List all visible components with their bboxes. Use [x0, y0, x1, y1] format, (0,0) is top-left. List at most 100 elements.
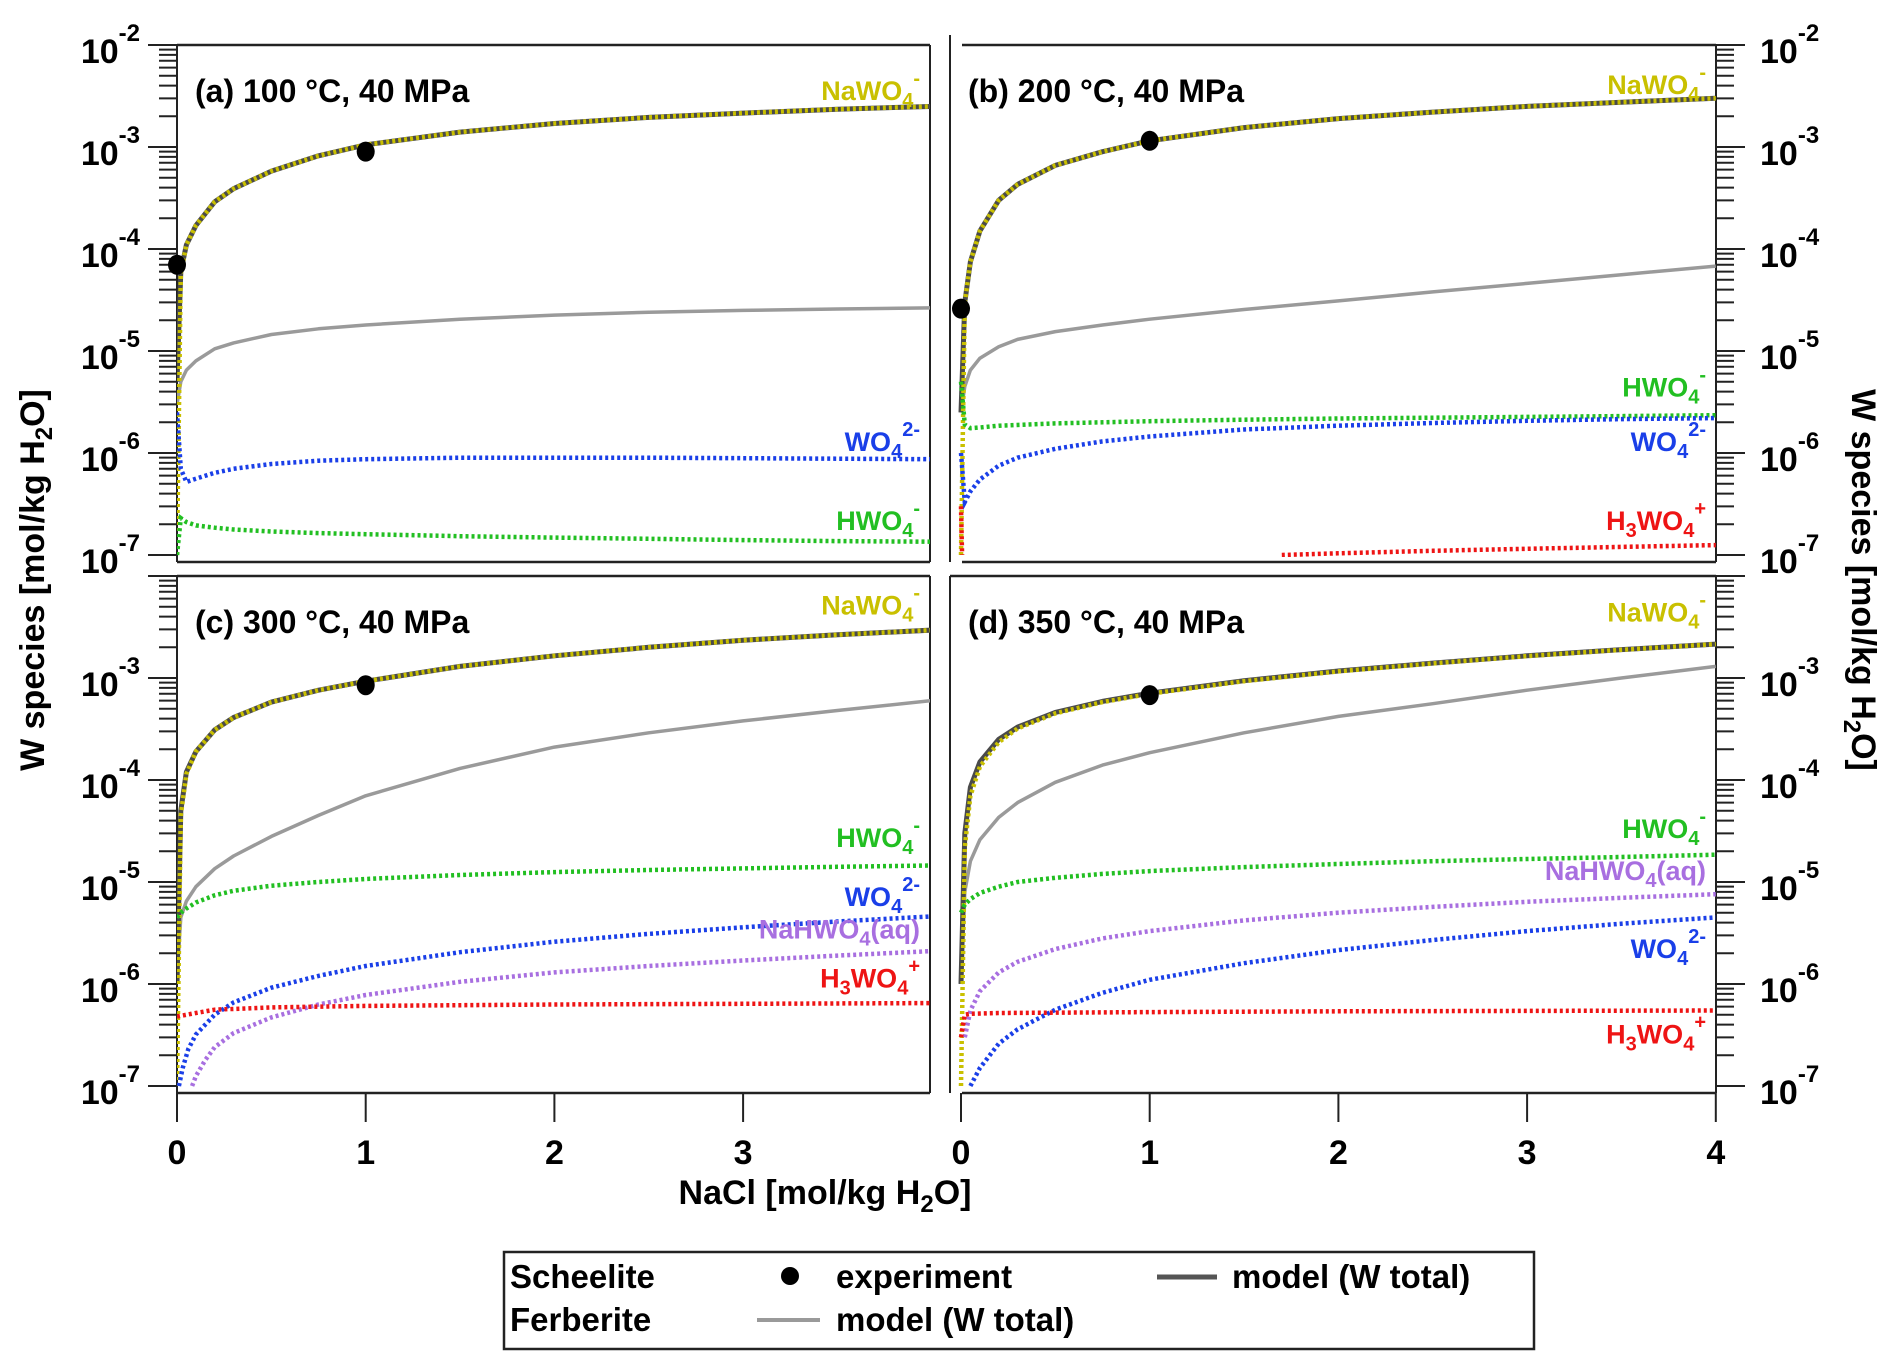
species-label: HWO4- — [836, 498, 920, 542]
y-tick-label: 10-5 — [81, 326, 140, 377]
species-label: NaHWO4(aq) — [759, 914, 920, 950]
y-tick-label: 10-5 — [1760, 326, 1819, 377]
x-tick-label: 2 — [545, 1134, 564, 1172]
y-tick-label: 10-6 — [1760, 959, 1819, 1010]
legend-mineral-scheelite: Scheelite — [510, 1258, 655, 1295]
y-tick-label: 10-6 — [81, 428, 140, 479]
series-line-h3wo4 — [958, 1008, 1716, 1038]
panel-c-series — [177, 627, 930, 1087]
legend-label-scheelite-model: model (W total) — [1232, 1258, 1470, 1295]
x-tick-label: 1 — [356, 1134, 375, 1172]
x-tick-label: 3 — [1518, 1134, 1537, 1172]
right-y-axis-title: W species [mol/kg H2O] — [1838, 389, 1882, 771]
x-tick-label: 2 — [1329, 1134, 1348, 1172]
species-label: WO42- — [845, 419, 920, 463]
panel-a: 10-2 10-3 10-4 10-5 10-6 10-7 (a) 100 °C, 40 M… — [81, 20, 931, 581]
legend-label-ferberite-model: model (W total) — [836, 1301, 1074, 1338]
y-tick-label: 10-4 — [1760, 224, 1820, 275]
legend-label-experiment: experiment — [836, 1258, 1012, 1295]
y-tick-label: 10-5 — [81, 857, 140, 908]
axis-titles: NaCl [mol/kg H2O] W species [mol/kg H2O]… — [14, 389, 1882, 1218]
series-line-scheelite-model-w-total — [177, 103, 930, 382]
x-tick-label: 0 — [168, 1134, 187, 1172]
left-y-axis-title: W species [mol/kg H2O] — [14, 389, 58, 771]
y-tick-label: 10-4 — [81, 224, 141, 275]
legend: Scheelite experiment model (W total) Fer… — [502, 1250, 1536, 1351]
species-label: NaWO4- — [1607, 62, 1706, 106]
y-tick-label: 10-3 — [1760, 122, 1819, 173]
x-tick-label: 0 — [952, 1134, 971, 1172]
y-tick-label: 10-7 — [81, 1061, 140, 1112]
panel-b-title: (b) 200 °C, 40 MPa — [968, 73, 1244, 109]
series-line-h3wo4 — [1281, 542, 1716, 557]
experiment-point — [168, 254, 186, 275]
panel-c-title: (c) 300 °C, 40 MPa — [195, 604, 469, 640]
experiment-point — [952, 298, 970, 319]
series-line-hwo4 — [958, 381, 1716, 431]
species-label: WO42- — [845, 874, 920, 918]
species-label: HWO4- — [1622, 364, 1706, 408]
series-line-hwo4 — [177, 863, 930, 919]
panel-d: 10-3 10-4 10-5 10-6 10-7 0 1 2 3 4 (d) 350 °C, 40 … — [949, 574, 1820, 1172]
series-line-nahwo4-aq — [189, 948, 930, 1087]
series-line-nawo4 — [958, 641, 1716, 1087]
species-label: NaWO4- — [1607, 589, 1706, 633]
legend-box — [502, 1250, 1536, 1351]
series-line-wo4-2 — [968, 915, 1716, 1088]
y-tick-label: 10-3 — [81, 653, 140, 704]
y-tick-label: 10-2 — [1760, 20, 1819, 71]
series-line-ferberite-model-w-total — [177, 306, 930, 405]
species-label: NaWO4- — [821, 582, 920, 626]
legend-mineral-ferberite: Ferberite — [510, 1301, 651, 1338]
y-tick-label: 10-6 — [81, 959, 140, 1010]
panels: 10-2 10-3 10-4 10-5 10-6 10-7 (a) 100 °C, 40 M… — [81, 20, 1820, 1172]
y-tick-label: 10-4 — [1760, 755, 1820, 806]
panel-b-series — [958, 95, 1716, 557]
y-tick-label: 10-4 — [81, 755, 141, 806]
y-tick-label: 10-6 — [1760, 428, 1819, 479]
experiment-point — [1140, 685, 1159, 706]
series-line-hwo4 — [177, 514, 930, 556]
panel-c: 10-3 10-4 10-5 10-6 10-7 0 1 2 3 (c) 300 °C, 40 M… — [81, 574, 931, 1172]
x-tick-label: 1 — [1140, 1134, 1159, 1172]
series-line-wo4-2 — [958, 415, 1716, 511]
y-tick-label: 10-2 — [81, 20, 140, 71]
experiment-point — [1140, 130, 1159, 151]
species-label: NaWO4- — [821, 68, 920, 112]
species-label: HWO4- — [836, 815, 920, 859]
species-label: H3WO4+ — [820, 956, 920, 1000]
series-line-nawo4 — [177, 104, 930, 556]
panel-d-title: (d) 350 °C, 40 MPa — [968, 604, 1244, 640]
series-line-hwo4 — [958, 852, 1716, 914]
y-tick-label: 10-3 — [1760, 653, 1819, 704]
panel-b: 10-2 10-3 10-4 10-5 10-6 10-7 (b) 200 °C, 40 M… — [949, 20, 1820, 581]
y-tick-label: 10-7 — [1760, 1061, 1819, 1112]
panel-a-title: (a) 100 °C, 40 MPa — [195, 73, 469, 109]
x-tick-label: 3 — [734, 1134, 753, 1172]
panel-d-series — [958, 641, 1716, 1088]
y-tick-label: 10-3 — [81, 122, 140, 173]
y-tick-label: 10-7 — [1760, 530, 1819, 581]
species-label: H3WO4+ — [1606, 1012, 1706, 1056]
series-line-scheelite-model-w-total — [177, 627, 930, 985]
series-line-ferberite-model-w-total — [959, 664, 1716, 985]
y-tick-label: 10-7 — [81, 530, 140, 581]
x-tick-label: 4 — [1706, 1134, 1725, 1172]
series-line-nahwo4-aq — [962, 891, 1716, 1038]
series-line-wo4-2 — [177, 914, 930, 1087]
species-label: WO42- — [1631, 419, 1706, 463]
series-line-ferberite-model-w-total — [177, 699, 930, 977]
panel-a-series — [177, 103, 930, 556]
species-label: NaHWO4(aq) — [1545, 856, 1706, 892]
series-line-scheelite-model-w-total — [958, 641, 1716, 985]
series-line-h3wo4 — [177, 1000, 930, 1019]
series-line-nawo4 — [177, 627, 930, 1087]
species-label: WO42- — [1631, 926, 1706, 970]
experiment-point — [356, 141, 375, 162]
series-line-ferberite-model-w-total — [959, 264, 1716, 413]
y-tick-label: 10-5 — [1760, 857, 1819, 908]
species-label: H3WO4+ — [1606, 498, 1706, 542]
x-axis-title: NaCl [mol/kg H2O] — [679, 1174, 972, 1218]
species-label: HWO4- — [1622, 806, 1706, 850]
